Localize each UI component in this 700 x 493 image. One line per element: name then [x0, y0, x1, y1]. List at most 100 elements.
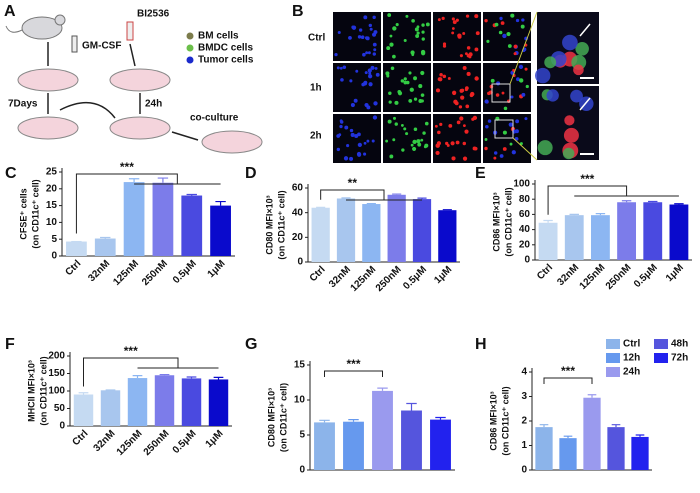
cell [485, 124, 489, 129]
cell [394, 100, 399, 105]
syringe [71, 35, 78, 53]
cell [518, 78, 524, 83]
cell [494, 22, 499, 27]
cell [434, 124, 438, 128]
panel-label: E [475, 165, 486, 182]
zoom-link [509, 11, 538, 85]
cell [520, 24, 525, 29]
cell [452, 90, 457, 95]
cell [501, 91, 505, 95]
cell [422, 131, 426, 135]
cell [351, 25, 355, 29]
cell [487, 119, 492, 123]
error-bar [635, 434, 645, 437]
y-tick-label: 150 [48, 368, 65, 379]
error-bar [417, 197, 427, 200]
schematic-label: 7Days [8, 99, 38, 110]
cell [394, 122, 398, 126]
error-bar [595, 213, 606, 216]
error-bar [159, 373, 170, 376]
cell [468, 52, 473, 57]
cell [456, 120, 461, 125]
cell [386, 46, 391, 51]
cell [450, 141, 455, 146]
cell [470, 91, 475, 97]
cell [510, 13, 515, 18]
dish [109, 116, 171, 140]
y-tick-label: 200 [48, 351, 65, 362]
cell [462, 141, 467, 146]
y-axis-label: (on CD11c⁺ cell) [276, 190, 286, 259]
y-tick-label: 0 [59, 421, 65, 432]
cell [361, 82, 365, 87]
cell [362, 52, 366, 57]
legend-swatch [606, 339, 620, 349]
bar [430, 419, 451, 470]
cell [403, 127, 407, 131]
cell [409, 87, 414, 92]
cell [509, 142, 513, 146]
significance-bracket [324, 370, 383, 377]
micrograph [383, 63, 431, 112]
cell [337, 30, 341, 35]
error-bar [348, 419, 359, 422]
cell [455, 140, 460, 145]
y-tick-label: 20 [519, 239, 531, 250]
cell [546, 89, 559, 102]
arrow [579, 23, 591, 37]
cell [489, 84, 494, 89]
micrograph [433, 114, 481, 163]
cell [515, 18, 520, 23]
cell [424, 121, 429, 126]
error-bar [611, 424, 621, 428]
y-tick-label: 20 [292, 232, 304, 243]
cell [484, 146, 488, 151]
bar [154, 375, 175, 426]
bar [208, 379, 229, 426]
cell [388, 119, 391, 123]
cell [418, 84, 423, 89]
y-tick-label: 0 [524, 255, 530, 266]
cell [521, 92, 526, 97]
cell [511, 150, 516, 155]
mouse [21, 16, 63, 40]
cell [420, 138, 424, 142]
cell [453, 99, 458, 104]
panel-label: A [4, 3, 16, 20]
x-tick-label: Ctrl [71, 428, 91, 448]
bar [438, 210, 457, 262]
cell [524, 67, 528, 71]
bar [314, 422, 335, 470]
x-tick-label: 125nM [349, 264, 379, 294]
bar [336, 198, 356, 262]
cell [413, 127, 418, 131]
error-bar [569, 213, 579, 216]
legend-label: BMDC cells [198, 43, 253, 54]
x-tick-label: 0.5μM [171, 428, 199, 456]
cell [344, 125, 349, 130]
cell [364, 71, 368, 75]
cell [521, 18, 525, 22]
y-tick-label: 10 [46, 217, 58, 228]
cell [502, 33, 507, 39]
cell [524, 117, 528, 121]
cell [468, 55, 472, 59]
bar [538, 222, 558, 260]
bar [401, 410, 422, 470]
y-axis-label: (on CD11c⁺ cell) [503, 187, 513, 256]
bar [343, 421, 364, 470]
cell [339, 66, 343, 70]
cell [575, 42, 589, 56]
cell [416, 139, 421, 144]
cell [486, 39, 490, 43]
y-axis-label: (on CD11c⁺ cell) [30, 179, 40, 248]
y-tick-label: 3 [521, 391, 527, 402]
cell [455, 18, 459, 22]
cell [451, 156, 456, 161]
cell [495, 93, 500, 97]
cell [451, 17, 455, 21]
y-tick-label: 0 [299, 465, 305, 476]
cell [507, 44, 512, 48]
cell [368, 23, 373, 28]
cell [420, 93, 425, 97]
